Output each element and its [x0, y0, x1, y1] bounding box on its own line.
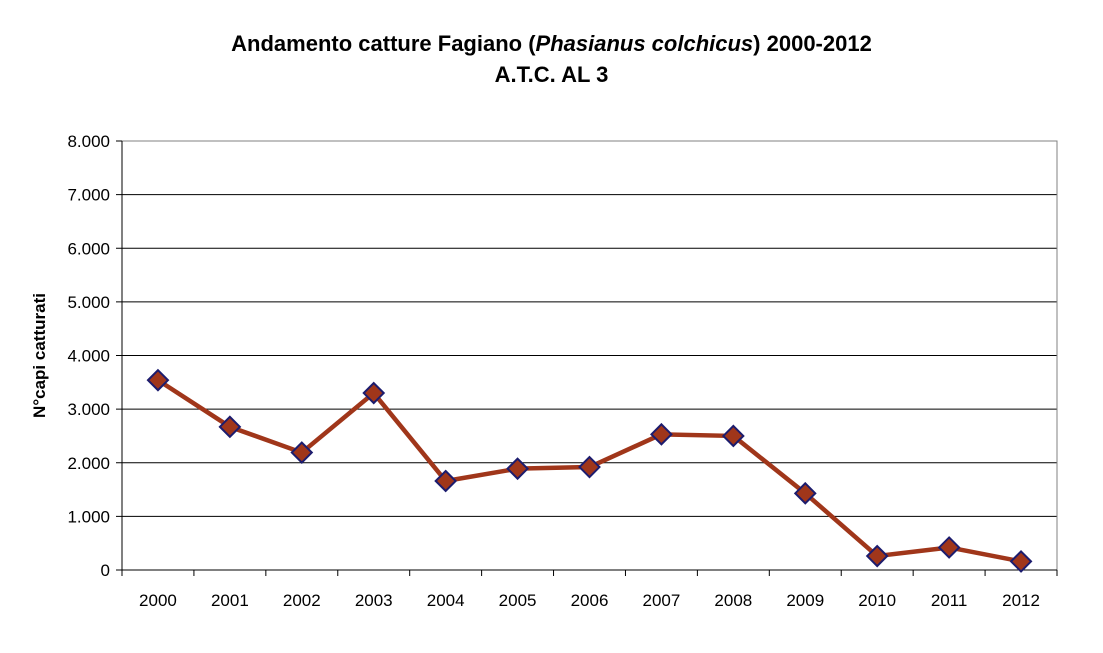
x-tick-label: 2008: [714, 591, 752, 610]
data-point: [362, 381, 386, 405]
data-point: [290, 441, 314, 464]
series: [146, 368, 1033, 573]
x-tick-labels: 2000 2001 2002 2003 2004 2005 2006 2007 2008 2009…: [139, 591, 1040, 610]
x-tick-label: 2011: [931, 591, 968, 610]
x-tick-label: 2012: [1002, 591, 1040, 610]
x-tick-label: 2010: [858, 591, 896, 610]
chart-title: Andamento catture Fagiano (Phasianus col…: [0, 28, 1103, 90]
y-tick-labels: 0 1.000 2.000 3.000 4.000 5.000 6.000 7.000 8.00…: [67, 132, 110, 580]
data-point: [146, 368, 170, 392]
x-tick-label: 2007: [643, 591, 681, 610]
data-point: [865, 544, 889, 568]
data-point: [1009, 550, 1033, 573]
x-tick-label: 2002: [283, 591, 321, 610]
data-point: [506, 457, 529, 481]
data-point: [578, 455, 601, 479]
y-tick-label: 6.000: [67, 239, 110, 258]
x-tick-label: 2006: [571, 591, 609, 610]
title-prefix: Andamento catture Fagiano (: [231, 31, 536, 56]
chart-subtitle: A.T.C. AL 3: [494, 62, 609, 87]
data-point: [218, 415, 242, 439]
x-tick-label: 2004: [427, 591, 465, 610]
title-suffix: ) 2000-2012: [753, 31, 872, 56]
y-tick-label: 1.000: [67, 507, 110, 526]
x-tick-label: 2000: [139, 591, 177, 610]
y-tick-label: 7.000: [67, 186, 110, 205]
y-tick-label: 2.000: [67, 454, 110, 473]
chart-title-line: Andamento catture Fagiano (Phasianus col…: [0, 28, 1103, 59]
data-point: [937, 536, 961, 559]
title-species: Phasianus colchicus: [535, 31, 754, 56]
x-tick-label: 2005: [499, 591, 537, 610]
y-tick-label: 3.000: [67, 400, 110, 419]
data-point: [721, 424, 745, 448]
data-point: [793, 481, 817, 505]
x-tick-label: 2003: [355, 591, 393, 610]
y-tick-label: 0: [101, 561, 110, 580]
x-tick-label: 2009: [786, 591, 824, 610]
y-axis-label: N°capi catturati: [30, 293, 49, 418]
x-tick-label: 2001: [211, 591, 249, 610]
y-tick-label: 4.000: [67, 347, 110, 366]
axes: [116, 140, 1058, 576]
y-tick-label: 5.000: [67, 293, 110, 312]
data-point: [434, 469, 458, 493]
y-tick-label: 8.000: [67, 132, 110, 151]
data-point: [650, 422, 673, 446]
